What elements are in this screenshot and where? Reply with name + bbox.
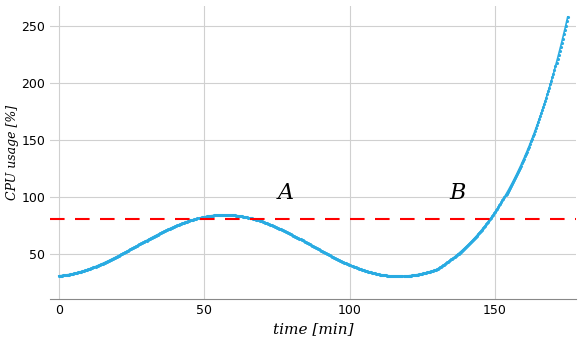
Text: A: A [278, 182, 294, 204]
X-axis label: time [min]: time [min] [273, 323, 354, 337]
Y-axis label: CPU usage [%]: CPU usage [%] [6, 105, 19, 200]
Text: B: B [449, 182, 466, 204]
